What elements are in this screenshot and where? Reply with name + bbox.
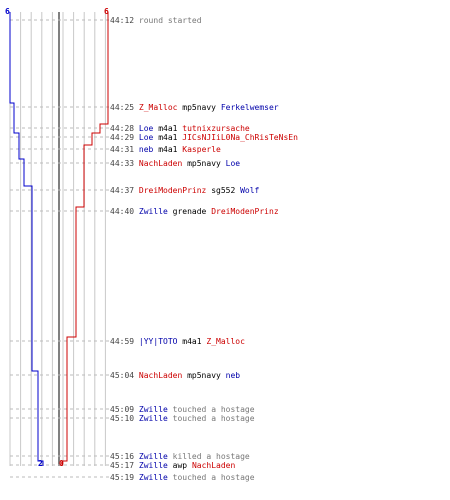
event-target: NachLaden — [191, 461, 236, 470]
event-target: JICsNJIiL0Na_ChRisTeNsEn — [182, 133, 298, 142]
event-action: touched a hostage — [172, 414, 255, 423]
event-action: touched a hostage — [172, 405, 255, 414]
event-actor: Zwille — [138, 405, 168, 414]
event-action: grenade — [172, 207, 207, 216]
red-end-count: 0 — [59, 459, 64, 468]
event-row: 45:09 Zwille touched a hostage — [110, 405, 255, 415]
event-time: 45:19 — [110, 473, 135, 482]
event-time: 44:28 — [110, 124, 135, 133]
event-target: DreiModenPrinz — [211, 207, 279, 216]
blue-start-count: 6 — [5, 7, 10, 16]
blue-team-alive-line — [9, 12, 44, 466]
event-row: 44:25 Z_Malloc mp5navy Ferkelwemser — [110, 103, 279, 113]
event-actor: Z_Malloc — [138, 103, 178, 112]
blue-end-count: 2 — [38, 459, 43, 468]
event-time: 44:25 — [110, 103, 135, 112]
event-target: Wolf — [240, 186, 260, 195]
event-actor: |YY|TOTO — [138, 337, 178, 346]
event-time: 44:59 — [110, 337, 135, 346]
event-time: 44:40 — [110, 207, 135, 216]
event-row: 44:59 |YY|TOTO m4a1 Z_Malloc — [110, 337, 245, 347]
event-target: Kasperle — [182, 145, 221, 154]
event-target: Loe — [225, 159, 241, 168]
event-actor: Loe — [138, 124, 154, 133]
event-actor: DreiModenPrinz — [138, 186, 207, 195]
event-actor: neb — [138, 145, 154, 154]
event-action: m4a1 — [182, 337, 202, 346]
event-action: killed a hostage — [172, 452, 250, 461]
event-time: 44:37 — [110, 186, 135, 195]
event-actor: NachLaden — [138, 371, 183, 380]
event-time: 45:09 — [110, 405, 135, 414]
event-actor: Loe — [138, 133, 154, 142]
event-action: m4a1 — [158, 145, 178, 154]
event-action: m4a1 — [158, 133, 178, 142]
red-team-alive-line — [61, 12, 109, 466]
event-time: 45:10 — [110, 414, 135, 423]
event-actor: Zwille — [138, 207, 168, 216]
event-row: 45:19 Zwille touched a hostage — [110, 473, 255, 483]
event-action: mp5navy — [187, 371, 221, 380]
event-row: 44:33 NachLaden mp5navy Loe — [110, 159, 240, 169]
event-actor: NachLaden — [138, 159, 183, 168]
event-row: 45:04 NachLaden mp5navy neb — [110, 371, 240, 381]
event-time: 44:29 — [110, 133, 135, 142]
event-row: 44:37 DreiModenPrinz sg552 Wolf — [110, 186, 259, 196]
event-row: 45:17 Zwille awp NachLaden — [110, 461, 235, 471]
event-target: Ferkelwemser — [220, 103, 279, 112]
event-row: 45:16 Zwille killed a hostage — [110, 452, 250, 462]
event-row: 45:10 Zwille touched a hostage — [110, 414, 255, 424]
event-row: 44:12 round started — [110, 16, 202, 26]
event-time: 45:04 — [110, 371, 135, 380]
event-time: 45:17 — [110, 461, 135, 470]
red-start-count: 6 — [104, 7, 109, 16]
event-row: 44:28 Loe m4a1 tutnixzursache — [110, 124, 250, 134]
event-actor: Zwille — [138, 452, 168, 461]
event-actor: Zwille — [138, 414, 168, 423]
event-actor: Zwille — [138, 473, 168, 482]
event-action: sg552 — [211, 186, 236, 195]
event-time: 44:12 — [110, 16, 135, 25]
event-row: 44:31 neb m4a1 Kasperle — [110, 145, 221, 155]
event-target: tutnixzursache — [182, 124, 250, 133]
event-actor: Zwille — [138, 461, 168, 470]
event-target: Z_Malloc — [206, 337, 245, 346]
event-time: 45:16 — [110, 452, 135, 461]
event-action: round started — [138, 16, 202, 25]
event-row: 44:40 Zwille grenade DreiModenPrinz — [110, 207, 279, 217]
event-time: 44:33 — [110, 159, 135, 168]
event-row: 44:29 Loe m4a1 JICsNJIiL0Na_ChRisTeNsEn — [110, 133, 298, 143]
event-action: mp5navy — [187, 159, 221, 168]
event-action: mp5navy — [182, 103, 216, 112]
event-time: 44:31 — [110, 145, 135, 154]
event-action: awp — [172, 461, 188, 470]
event-action: m4a1 — [158, 124, 178, 133]
event-action: touched a hostage — [172, 473, 255, 482]
event-target: neb — [225, 371, 241, 380]
